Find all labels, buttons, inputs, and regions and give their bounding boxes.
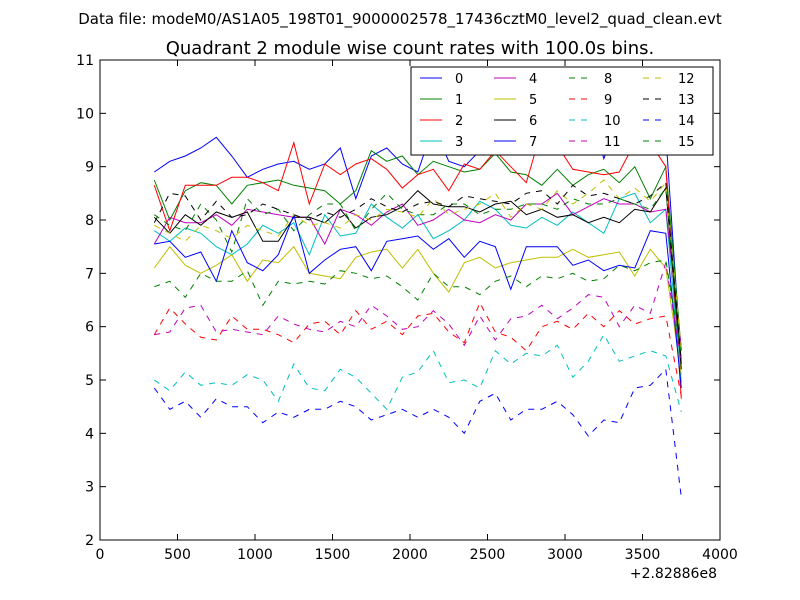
x-offset-label: +2.82886e8 (630, 566, 717, 582)
series-line-8 (154, 186, 682, 359)
y-tick-label: 9 (85, 160, 94, 176)
legend-label-3: 3 (455, 135, 463, 150)
series-line-4 (153, 192, 682, 349)
legend-label-6: 6 (529, 114, 537, 129)
axis-ticks: 0 500 1000 1500 2000 2500 3000 3500 4000 2 3 4 5 6 7 8 9… (76, 53, 738, 563)
y-tick-label: 11 (76, 53, 94, 69)
legend-label-15: 15 (678, 135, 695, 150)
y-tick-label: 3 (85, 480, 94, 496)
x-tick-label: 3500 (625, 547, 661, 563)
series-line-7 (154, 213, 682, 389)
series-line-2 (153, 128, 682, 399)
series-line-6 (153, 186, 682, 370)
x-tick-label: 1500 (315, 547, 351, 563)
legend-label-7: 7 (529, 135, 537, 150)
legend-label-10: 10 (604, 114, 621, 129)
legend-label-9: 9 (604, 93, 612, 108)
x-tick-label: 4000 (702, 547, 738, 563)
y-tick-label: 10 (76, 106, 94, 122)
y-tick-label: 2 (85, 533, 94, 549)
series-line-13 (153, 181, 682, 362)
y-tick-label: 7 (85, 266, 94, 282)
legend-label-12: 12 (678, 72, 695, 87)
legend-label-11: 11 (604, 135, 621, 150)
legend-label-4: 4 (529, 72, 537, 87)
x-tick-label: 500 (164, 547, 191, 563)
legend-label-8: 8 (604, 72, 612, 87)
legend-label-5: 5 (529, 93, 537, 108)
legend-label-2: 2 (455, 114, 463, 129)
x-tick-label: 0 (96, 547, 105, 563)
legend-label-14: 14 (678, 114, 695, 129)
series-line-11 (154, 262, 682, 365)
series-line-15 (154, 259, 682, 357)
data-file-caption: Data file: modeM0/AS1A05_198T01_90000025… (78, 10, 722, 29)
y-tick-label: 8 (85, 213, 94, 229)
series-line-14 (153, 368, 682, 498)
y-tick-label: 6 (85, 320, 94, 336)
legend-label-13: 13 (678, 93, 695, 108)
chart-title: Quadrant 2 module wise count rates with … (166, 38, 655, 59)
series-line-9 (153, 301, 682, 397)
series-line-12 (154, 179, 682, 351)
y-tick-label: 5 (85, 373, 94, 389)
x-tick-label: 2000 (392, 547, 428, 563)
y-tick-label: 4 (85, 426, 94, 442)
legend-label-0: 0 (455, 72, 463, 87)
legend-label-1: 1 (455, 93, 463, 108)
series-layer (153, 98, 682, 498)
x-tick-label: 1000 (237, 547, 273, 563)
series-line-3 (154, 192, 682, 383)
x-tick-label: 2500 (470, 547, 506, 563)
legend-frame (410, 66, 714, 156)
series-line-5 (153, 245, 682, 375)
x-tick-label: 3000 (547, 547, 583, 563)
